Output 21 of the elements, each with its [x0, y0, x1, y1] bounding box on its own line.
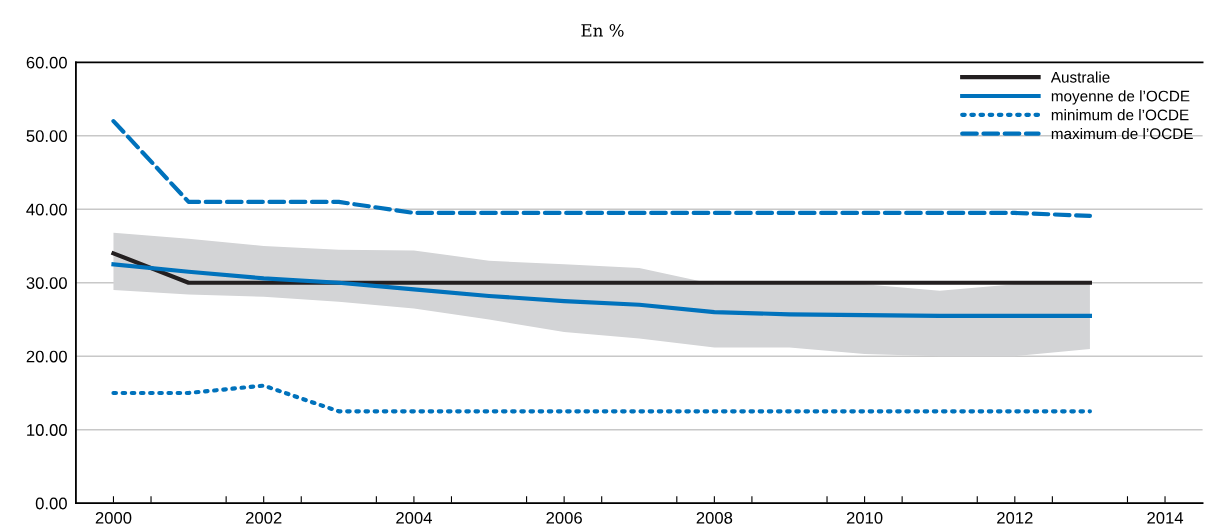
y-tick-label: 50.00 — [26, 130, 67, 142]
chart-subtitle: En % — [581, 24, 624, 37]
x-tick-label: 2008 — [696, 511, 733, 524]
y-tick-label: 40.00 — [26, 203, 67, 216]
y-tick-label: 60.00 — [26, 56, 67, 69]
x-tick-label: 2000 — [95, 511, 132, 524]
legend-label: moyenne de l’OCDE — [1051, 90, 1190, 105]
legend-label: maximum de l’OCDE — [1051, 127, 1193, 140]
y-tick-label: 20.00 — [26, 350, 67, 363]
x-tick-label: 2014 — [1147, 511, 1184, 524]
y-tick-label: 0.00 — [35, 497, 67, 510]
x-tick-label: 2002 — [246, 511, 282, 524]
x-tick-label: 2004 — [396, 511, 432, 524]
x-tick-label: 2006 — [546, 511, 582, 524]
line-series — [111, 262, 1093, 318]
x-tick-label: 2010 — [846, 511, 883, 524]
legend-label: minimum de l’OCDE — [1051, 109, 1189, 121]
y-tick-label: 10.00 — [27, 424, 67, 436]
x-tick-label: 2012 — [997, 511, 1033, 524]
legend-label: Australie — [1050, 71, 1110, 83]
y-tick-label: 30.00 — [26, 277, 67, 289]
